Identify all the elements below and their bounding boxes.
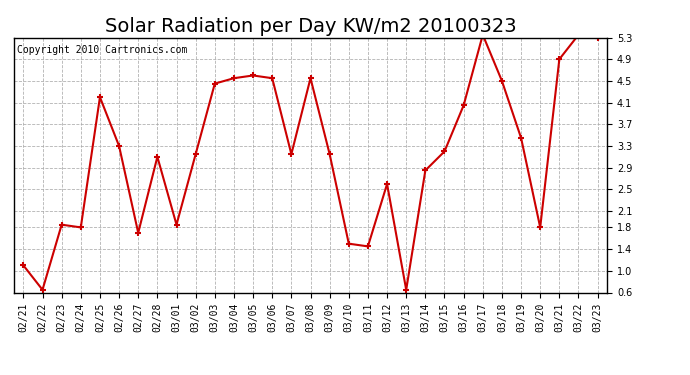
Text: Copyright 2010 Cartronics.com: Copyright 2010 Cartronics.com xyxy=(17,45,187,55)
Title: Solar Radiation per Day KW/m2 20100323: Solar Radiation per Day KW/m2 20100323 xyxy=(105,17,516,36)
